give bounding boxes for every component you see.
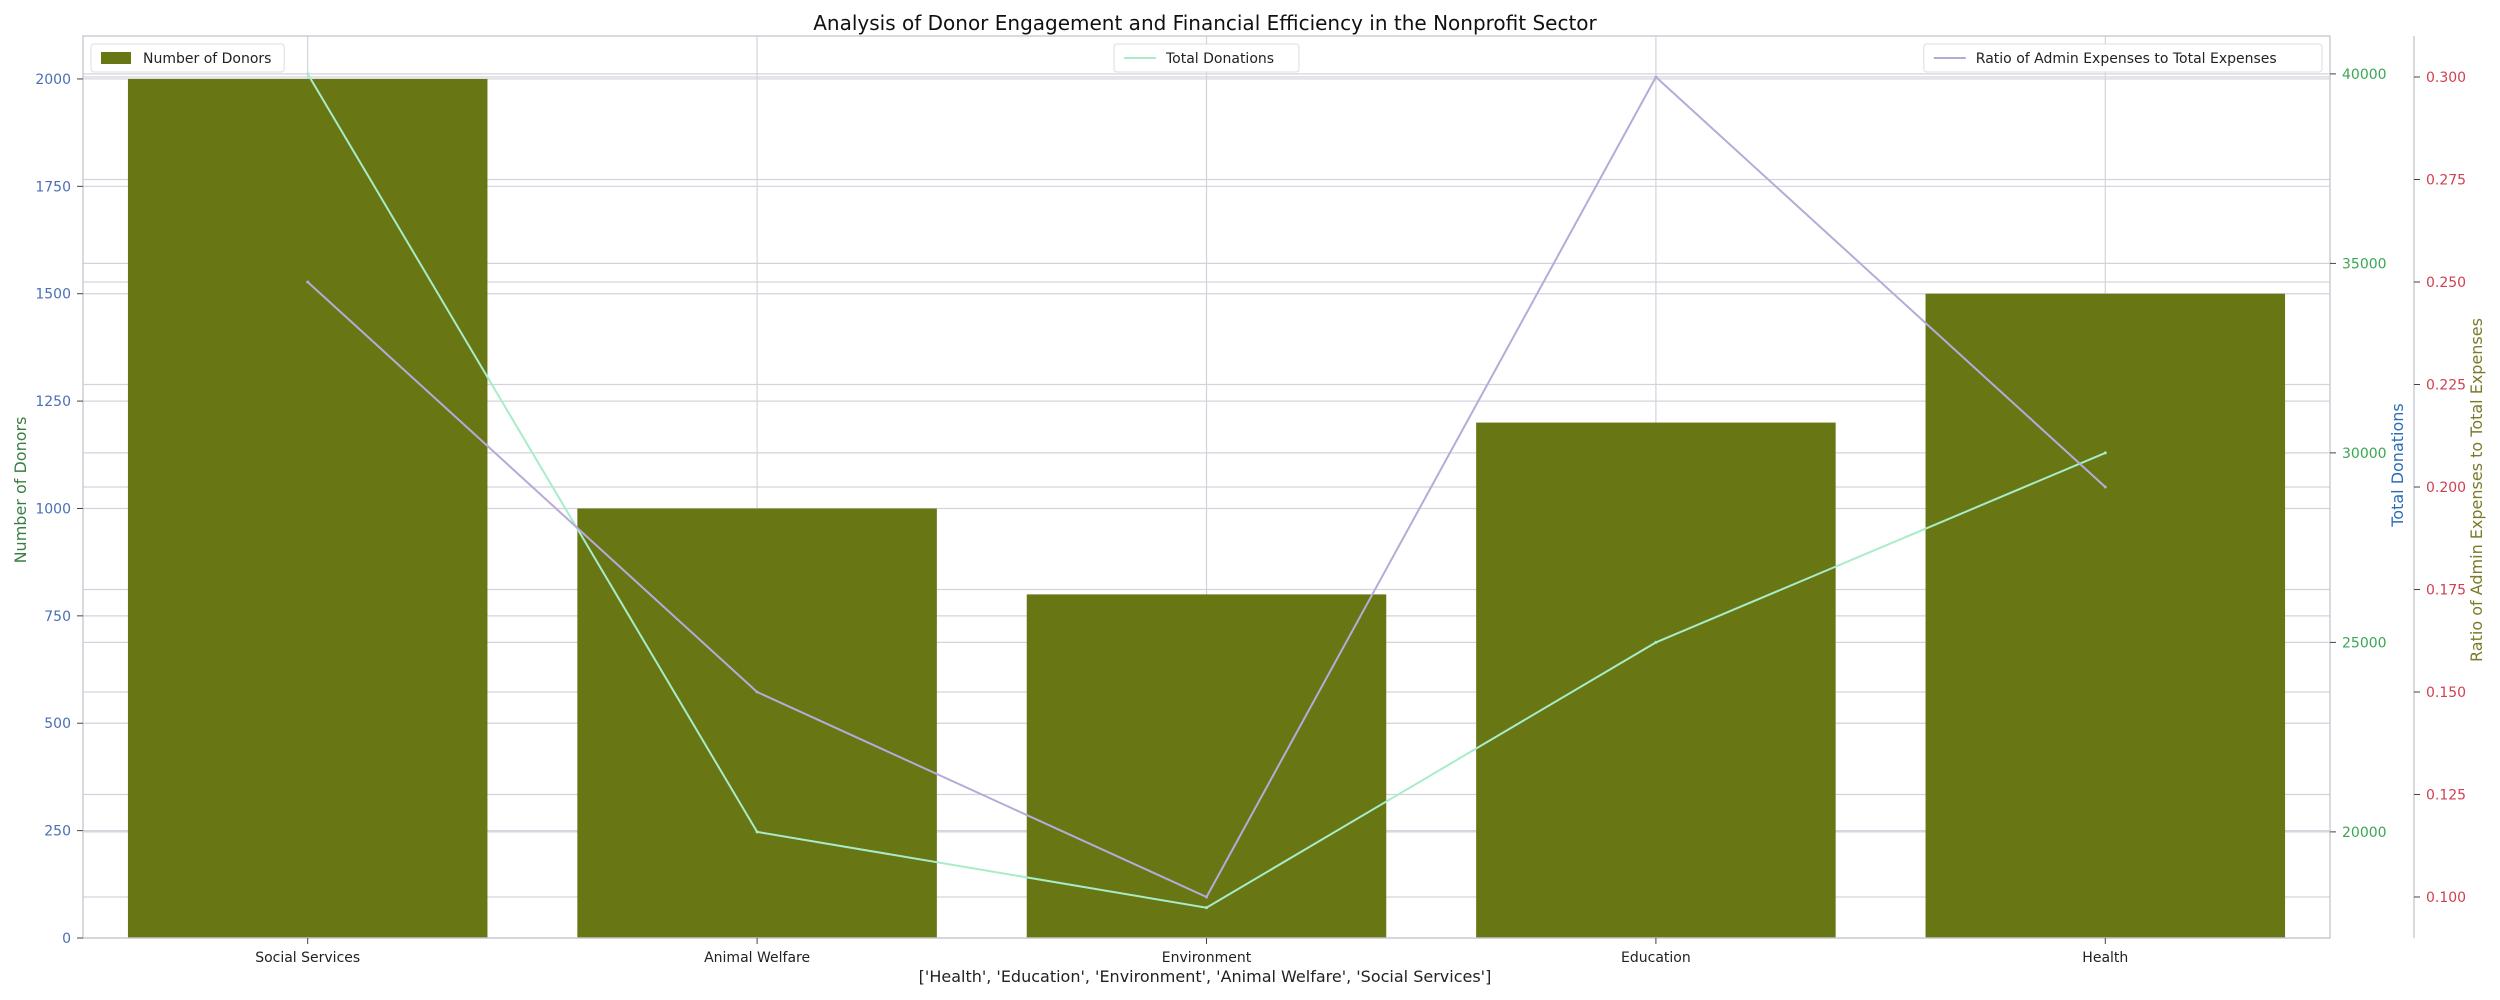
right-tick-label: 20000 bbox=[2342, 825, 2387, 841]
point-total-donations bbox=[755, 830, 759, 834]
legend-label: Ratio of Admin Expenses to Total Expense… bbox=[1976, 51, 2277, 67]
right-tick-label: 35000 bbox=[2342, 256, 2387, 272]
legend-label: Total Donations bbox=[1165, 51, 1274, 67]
right-tick-label: 25000 bbox=[2342, 635, 2387, 651]
point-total-donations bbox=[1205, 906, 1208, 910]
legend-box bbox=[90, 43, 285, 73]
x-tick-label: Social Services bbox=[255, 950, 360, 966]
left-tick-label: 250 bbox=[44, 824, 71, 840]
legend-ratio-of-admin-expenses-to-total-expenses: Ratio of Admin Expenses to Total Expense… bbox=[1923, 43, 2323, 73]
left-tick-label: 500 bbox=[44, 716, 71, 732]
x-tick-label: Environment bbox=[1162, 950, 1252, 966]
bar-animal-welfare bbox=[577, 508, 937, 938]
right-axis-title-total-donations: Total Donations bbox=[2388, 403, 2407, 528]
left-tick-label: 2000 bbox=[35, 72, 71, 88]
point-ratio-of-admin-expenses-to-total-expenses bbox=[306, 280, 310, 284]
right2-tick-label: 0.225 bbox=[2426, 378, 2466, 394]
bar-series bbox=[127, 78, 2286, 939]
left-axis-title: Number of Donors bbox=[11, 417, 30, 564]
right-axis-title-admin-ratio: Ratio of Admin Expenses to Total Expense… bbox=[2467, 318, 2486, 662]
x-tick-label: Animal Welfare bbox=[704, 950, 810, 966]
point-ratio-of-admin-expenses-to-total-expenses bbox=[1654, 75, 1658, 79]
point-total-donations bbox=[2103, 451, 2107, 455]
x-tick-label: Education bbox=[1621, 950, 1691, 966]
right2-tick-label: 0.275 bbox=[2426, 173, 2466, 189]
right2-tick-label: 0.200 bbox=[2426, 480, 2466, 496]
point-ratio-of-admin-expenses-to-total-expenses bbox=[1205, 895, 1208, 899]
left-tick-label: 750 bbox=[44, 609, 71, 625]
legend-total-donations: Total Donations bbox=[1113, 43, 1300, 73]
point-total-donations bbox=[1654, 640, 1658, 644]
right-tick-label: 30000 bbox=[2342, 446, 2387, 462]
bar-social-services bbox=[127, 78, 488, 938]
bar-health bbox=[1925, 293, 2286, 938]
right2-tick-label: 0.100 bbox=[2426, 890, 2466, 906]
bar-education bbox=[1476, 422, 1836, 939]
left-tick-label: 1500 bbox=[35, 287, 71, 303]
bar-environment bbox=[1026, 594, 1387, 938]
x-axis-title: ['Health', 'Education', 'Environment', '… bbox=[919, 967, 1492, 986]
left-tick-label: 1750 bbox=[35, 179, 71, 195]
left-tick-label: 0 bbox=[62, 931, 71, 947]
line-series bbox=[306, 72, 2107, 910]
x-tick-label: Health bbox=[2082, 950, 2128, 966]
legends: Number of Donors Total Donations Ratio of … bbox=[90, 43, 2323, 73]
legend-box bbox=[1923, 43, 2323, 73]
axes: 0 250 500 750 1000 1250 1500 1750 2000 20000 25000… bbox=[35, 67, 2466, 966]
legend-box bbox=[1113, 43, 1300, 73]
right-tick-label: 40000 bbox=[2342, 67, 2387, 83]
point-ratio-of-admin-expenses-to-total-expenses bbox=[2103, 485, 2107, 489]
legend-number-of-donors: Number of Donors bbox=[90, 43, 285, 73]
legend-swatch bbox=[101, 52, 131, 64]
right2-tick-label: 0.250 bbox=[2426, 275, 2466, 291]
chart-title: Analysis of Donor Engagement and Financi… bbox=[813, 11, 1597, 35]
point-ratio-of-admin-expenses-to-total-expenses bbox=[755, 690, 759, 694]
right2-tick-label: 0.125 bbox=[2426, 788, 2466, 804]
legend-label: Number of Donors bbox=[143, 51, 271, 67]
point-total-donations bbox=[306, 72, 310, 76]
right2-tick-label: 0.175 bbox=[2426, 583, 2466, 599]
right2-tick-label: 0.300 bbox=[2426, 70, 2466, 86]
left-tick-label: 1000 bbox=[35, 501, 71, 517]
left-tick-label: 1250 bbox=[35, 394, 71, 410]
right2-tick-label: 0.150 bbox=[2426, 685, 2466, 701]
